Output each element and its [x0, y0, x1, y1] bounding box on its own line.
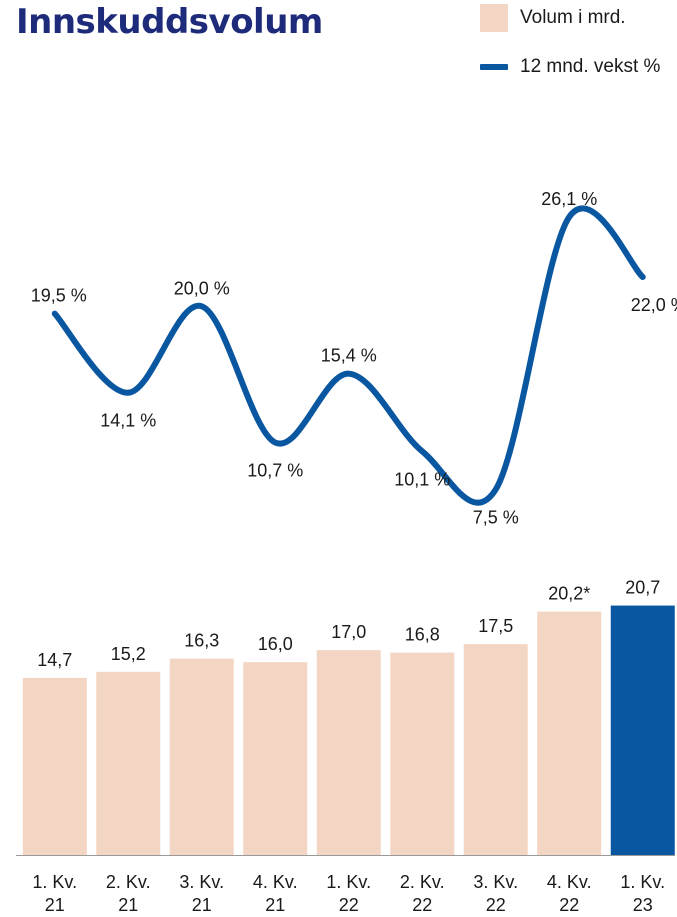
bar-value-label-6: 16,8 [405, 625, 440, 645]
growth-value-label-2: 14,1 % [100, 411, 156, 431]
growth-value-label-6: 10,1 % [394, 469, 450, 489]
bar-3 [169, 658, 234, 855]
x-tick-label-5: 1. Kv. 22 [326, 872, 371, 915]
x-tick-label-3: 3. Kv. 21 [179, 872, 224, 915]
x-tick-label-4: 4. Kv. 21 [253, 872, 298, 915]
bar-2 [96, 671, 161, 855]
bar-value-label-1: 14,7 [37, 650, 72, 670]
bar-4 [243, 662, 308, 855]
bar-value-label-4: 16,0 [258, 634, 293, 654]
chart-title: Innskuddsvolum [16, 2, 323, 42]
bar-value-label-7: 17,5 [478, 616, 513, 636]
growth-value-label-4: 10,7 % [247, 461, 303, 481]
bar-value-label-8: 20,2* [548, 584, 590, 604]
growth-value-label-7: 7,5 % [473, 507, 519, 527]
legend-item-growth: 12 mnd. vekst % [480, 56, 660, 78]
growth-value-label-5: 15,4 % [321, 346, 377, 366]
growth-value-label-3: 20,0 % [174, 278, 230, 298]
x-tick-label-2: 2. Kv. 21 [106, 872, 151, 915]
growth-value-label-1: 19,5 % [31, 286, 87, 306]
x-tick-label-6: 2. Kv. 22 [400, 872, 445, 915]
x-tick-label-7: 3. Kv. 22 [473, 872, 518, 915]
bar-value-label-2: 15,2 [111, 644, 146, 664]
bar-value-label-3: 16,3 [184, 631, 219, 651]
bar-9 [610, 605, 675, 855]
legend-item-volume: Volum i mrd. [480, 4, 626, 32]
bar-8 [537, 611, 602, 855]
legend-label-volume: Volum i mrd. [520, 7, 626, 28]
bar-6 [390, 652, 455, 855]
x-tick-label-1: 1. Kv. 21 [32, 872, 77, 915]
bar-5 [316, 650, 381, 855]
bar-1 [22, 677, 87, 855]
growth-value-label-9: 22,0 % [631, 295, 677, 315]
bar-value-label-9: 20,7 [625, 578, 660, 598]
x-tick-label-8: 4. Kv. 22 [547, 872, 592, 915]
legend-swatch-line [480, 64, 508, 70]
bar-value-label-5: 17,0 [331, 622, 366, 642]
bar-7 [463, 644, 528, 855]
x-tick-label-9: 1. Kv. 23 [620, 872, 665, 915]
growth-line [51, 205, 646, 506]
legend-label-growth: 12 mnd. vekst % [520, 56, 661, 77]
growth-value-label-8: 26,1 % [541, 189, 597, 209]
legend-swatch-bar [480, 4, 508, 32]
